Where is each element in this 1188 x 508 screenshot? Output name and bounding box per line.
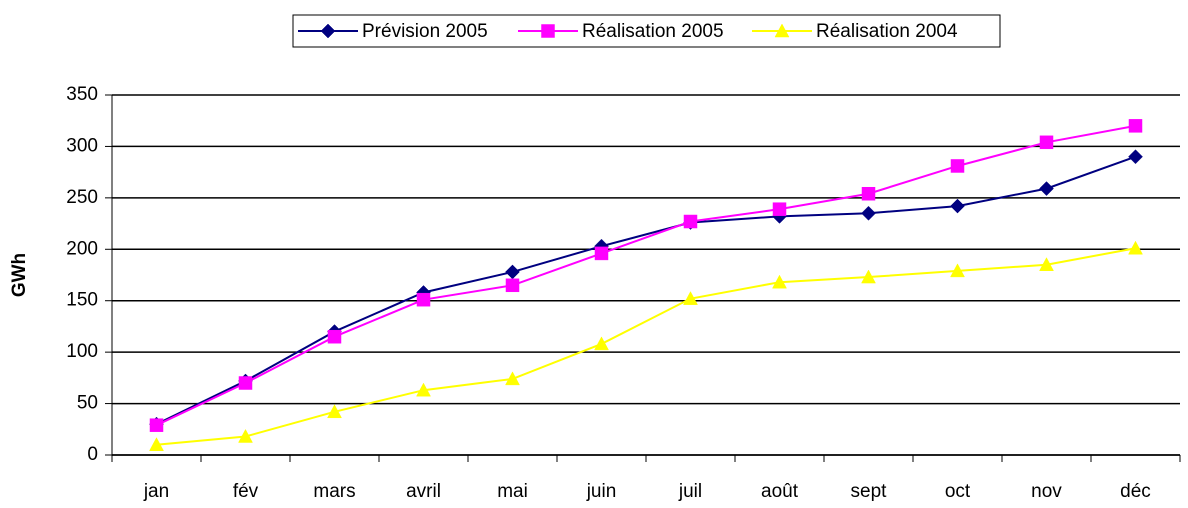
series-line [156,155,1136,426]
data-point [149,418,164,432]
legend-marker [541,24,555,38]
data-point [594,336,609,351]
y-tick-label: 250 [66,187,98,208]
x-tick-label: sept [851,481,888,502]
data-point [950,159,965,173]
data-point [416,292,431,307]
y-tick-label: 150 [66,290,98,311]
y-tick-label: 350 [66,84,98,105]
x-tick-label: nov [1031,481,1062,502]
data-point [950,198,965,214]
data-point [505,278,520,293]
data-point [950,263,965,278]
series-line [156,124,1136,427]
data-point [1128,149,1143,165]
data-point [149,437,164,451]
x-tick-label: mars [313,481,355,502]
legend-box [292,14,1001,48]
data-point [861,186,876,201]
data-point [861,269,876,284]
x-tick-label: déc [1120,481,1151,502]
data-point [416,382,431,397]
data-point [1039,257,1054,271]
data-point [861,205,876,221]
legend-label: Prévision 2005 [362,21,488,42]
y-tick-label: 0 [87,444,98,465]
y-axis-label: GWh [9,253,30,297]
data-point [1039,181,1054,196]
data-point [683,291,698,305]
y-tick-label: 100 [66,341,98,362]
x-tick-label: avril [406,481,441,502]
x-tick-label: juin [586,481,617,502]
x-tick-label: fév [233,481,259,502]
x-tick-label: août [761,481,799,502]
data-point [772,274,787,289]
x-tick-label: mai [497,481,528,502]
data-point [327,329,342,344]
series-line [156,247,1136,446]
data-point [1128,240,1143,255]
data-point [238,376,253,390]
legend-label: Réalisation 2004 [816,21,958,42]
y-tick-label: 200 [66,238,98,259]
data-point [772,202,787,216]
legend-marker [320,23,336,39]
data-point [1128,119,1143,133]
x-tick-label: oct [945,481,971,502]
data-point [327,404,342,419]
y-tick-label: 50 [77,393,98,414]
y-tick-label: 300 [66,135,98,156]
data-point [683,214,698,229]
data-point [505,264,520,280]
legend-label: Réalisation 2005 [582,21,724,42]
x-tick-label: juil [678,481,702,502]
legend-marker [774,23,790,38]
data-point [1039,135,1054,150]
x-tick-label: jan [143,481,169,502]
data-point [505,371,520,386]
data-point [238,428,253,443]
data-point [594,246,609,261]
